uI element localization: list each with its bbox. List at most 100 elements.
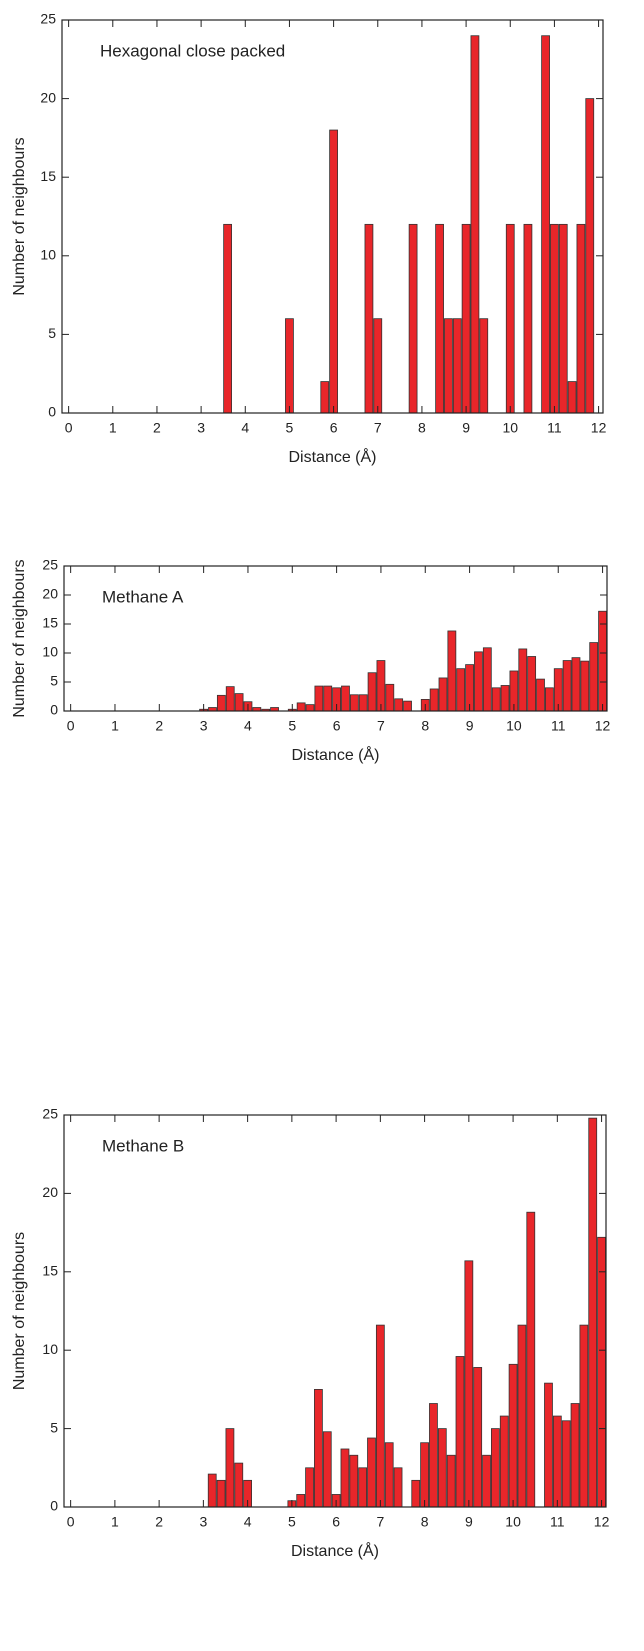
plot-frame xyxy=(63,565,608,712)
bar xyxy=(296,1494,306,1508)
x-tick-label: 6 xyxy=(332,1514,340,1530)
bar xyxy=(411,1479,421,1508)
bar xyxy=(550,223,559,414)
x-tick-label: 10 xyxy=(502,420,518,436)
bar xyxy=(470,35,480,414)
bar xyxy=(536,678,545,712)
bar xyxy=(447,630,457,712)
x-tick-label: 12 xyxy=(595,718,611,734)
bar xyxy=(364,223,374,414)
x-axis-label: Distance (Å) xyxy=(291,745,379,764)
bar xyxy=(562,660,572,712)
bar xyxy=(408,223,418,414)
bar xyxy=(579,1324,589,1508)
bar xyxy=(500,685,510,712)
x-tick-label: 7 xyxy=(377,718,385,734)
y-tick-label: 5 xyxy=(50,673,58,689)
bar xyxy=(598,610,607,712)
y-axis-label: Number of neighbours xyxy=(11,1232,28,1390)
x-tick-label: 3 xyxy=(197,420,205,436)
y-axis-label: Number of neighbours xyxy=(11,137,28,295)
bar xyxy=(320,381,330,414)
y-tick-label: 15 xyxy=(42,1263,58,1279)
bar xyxy=(571,657,581,712)
bar xyxy=(314,685,324,712)
bar xyxy=(517,1324,527,1508)
bar xyxy=(375,1324,385,1508)
bar xyxy=(385,683,395,712)
y-tick-label: 0 xyxy=(50,702,58,718)
bar xyxy=(479,318,489,414)
bar xyxy=(305,1467,314,1508)
bar xyxy=(296,702,306,712)
x-tick-label: 8 xyxy=(421,718,429,734)
x-tick-label: 11 xyxy=(551,718,566,734)
y-tick-label: 20 xyxy=(40,89,56,105)
bar xyxy=(323,685,333,712)
bar xyxy=(580,660,590,712)
x-tick-label: 2 xyxy=(153,420,161,436)
bar xyxy=(305,704,315,712)
y-tick-label: 20 xyxy=(42,586,58,602)
bar xyxy=(561,1420,571,1508)
y-tick-label: 10 xyxy=(42,644,58,660)
x-tick-label: 7 xyxy=(376,1514,384,1530)
y-tick-label: 25 xyxy=(42,1106,58,1122)
bar xyxy=(234,1462,244,1508)
bar xyxy=(567,381,577,414)
x-tick-label: 4 xyxy=(241,420,249,436)
x-axis-label: Distance (Å) xyxy=(291,1541,379,1560)
bar xyxy=(341,685,350,712)
bar xyxy=(340,1448,350,1508)
x-tick-label: 9 xyxy=(465,1514,473,1530)
bar xyxy=(446,1454,456,1508)
x-tick-label: 0 xyxy=(65,420,73,436)
chart-title: Methane A xyxy=(102,587,184,606)
bar xyxy=(508,1363,518,1508)
bar xyxy=(452,318,462,414)
bar xyxy=(552,1415,562,1508)
bar xyxy=(526,1211,536,1508)
x-tick-label: 0 xyxy=(67,1514,75,1530)
x-axis-label: Distance (Å) xyxy=(288,447,376,466)
bar xyxy=(394,698,404,712)
x-tick-label: 12 xyxy=(591,420,607,436)
bar xyxy=(491,687,501,712)
x-tick-label: 11 xyxy=(550,1514,565,1530)
bar xyxy=(464,1260,474,1508)
x-tick-label: 11 xyxy=(547,420,562,436)
chart-title: Hexagonal close packed xyxy=(100,41,285,60)
bar xyxy=(420,1442,429,1508)
x-tick-label: 10 xyxy=(505,1514,521,1530)
bar xyxy=(225,1428,235,1508)
y-tick-label: 0 xyxy=(50,1498,58,1514)
bar xyxy=(349,694,359,712)
bar xyxy=(437,1428,447,1508)
bar xyxy=(597,1236,606,1508)
bar xyxy=(518,648,528,712)
bar xyxy=(234,693,244,712)
x-tick-label: 2 xyxy=(155,718,163,734)
bar xyxy=(349,1454,359,1508)
y-tick-label: 20 xyxy=(42,1184,58,1200)
bar xyxy=(367,1437,376,1508)
bar xyxy=(455,1356,465,1508)
bar xyxy=(329,129,338,414)
bar xyxy=(216,1479,226,1508)
bar xyxy=(393,1467,403,1508)
bar xyxy=(570,1403,580,1508)
x-tick-label: 6 xyxy=(333,718,341,734)
x-tick-label: 4 xyxy=(244,718,252,734)
bar xyxy=(376,660,386,712)
chart-title: Methane B xyxy=(102,1136,184,1155)
x-tick-label: 7 xyxy=(374,420,382,436)
bar xyxy=(207,1473,217,1508)
x-tick-label: 3 xyxy=(200,718,208,734)
x-tick-label: 12 xyxy=(594,1514,610,1530)
bar xyxy=(474,651,483,712)
bar xyxy=(429,688,439,712)
x-tick-label: 1 xyxy=(111,718,119,734)
bar xyxy=(438,677,448,712)
bar xyxy=(435,223,444,414)
